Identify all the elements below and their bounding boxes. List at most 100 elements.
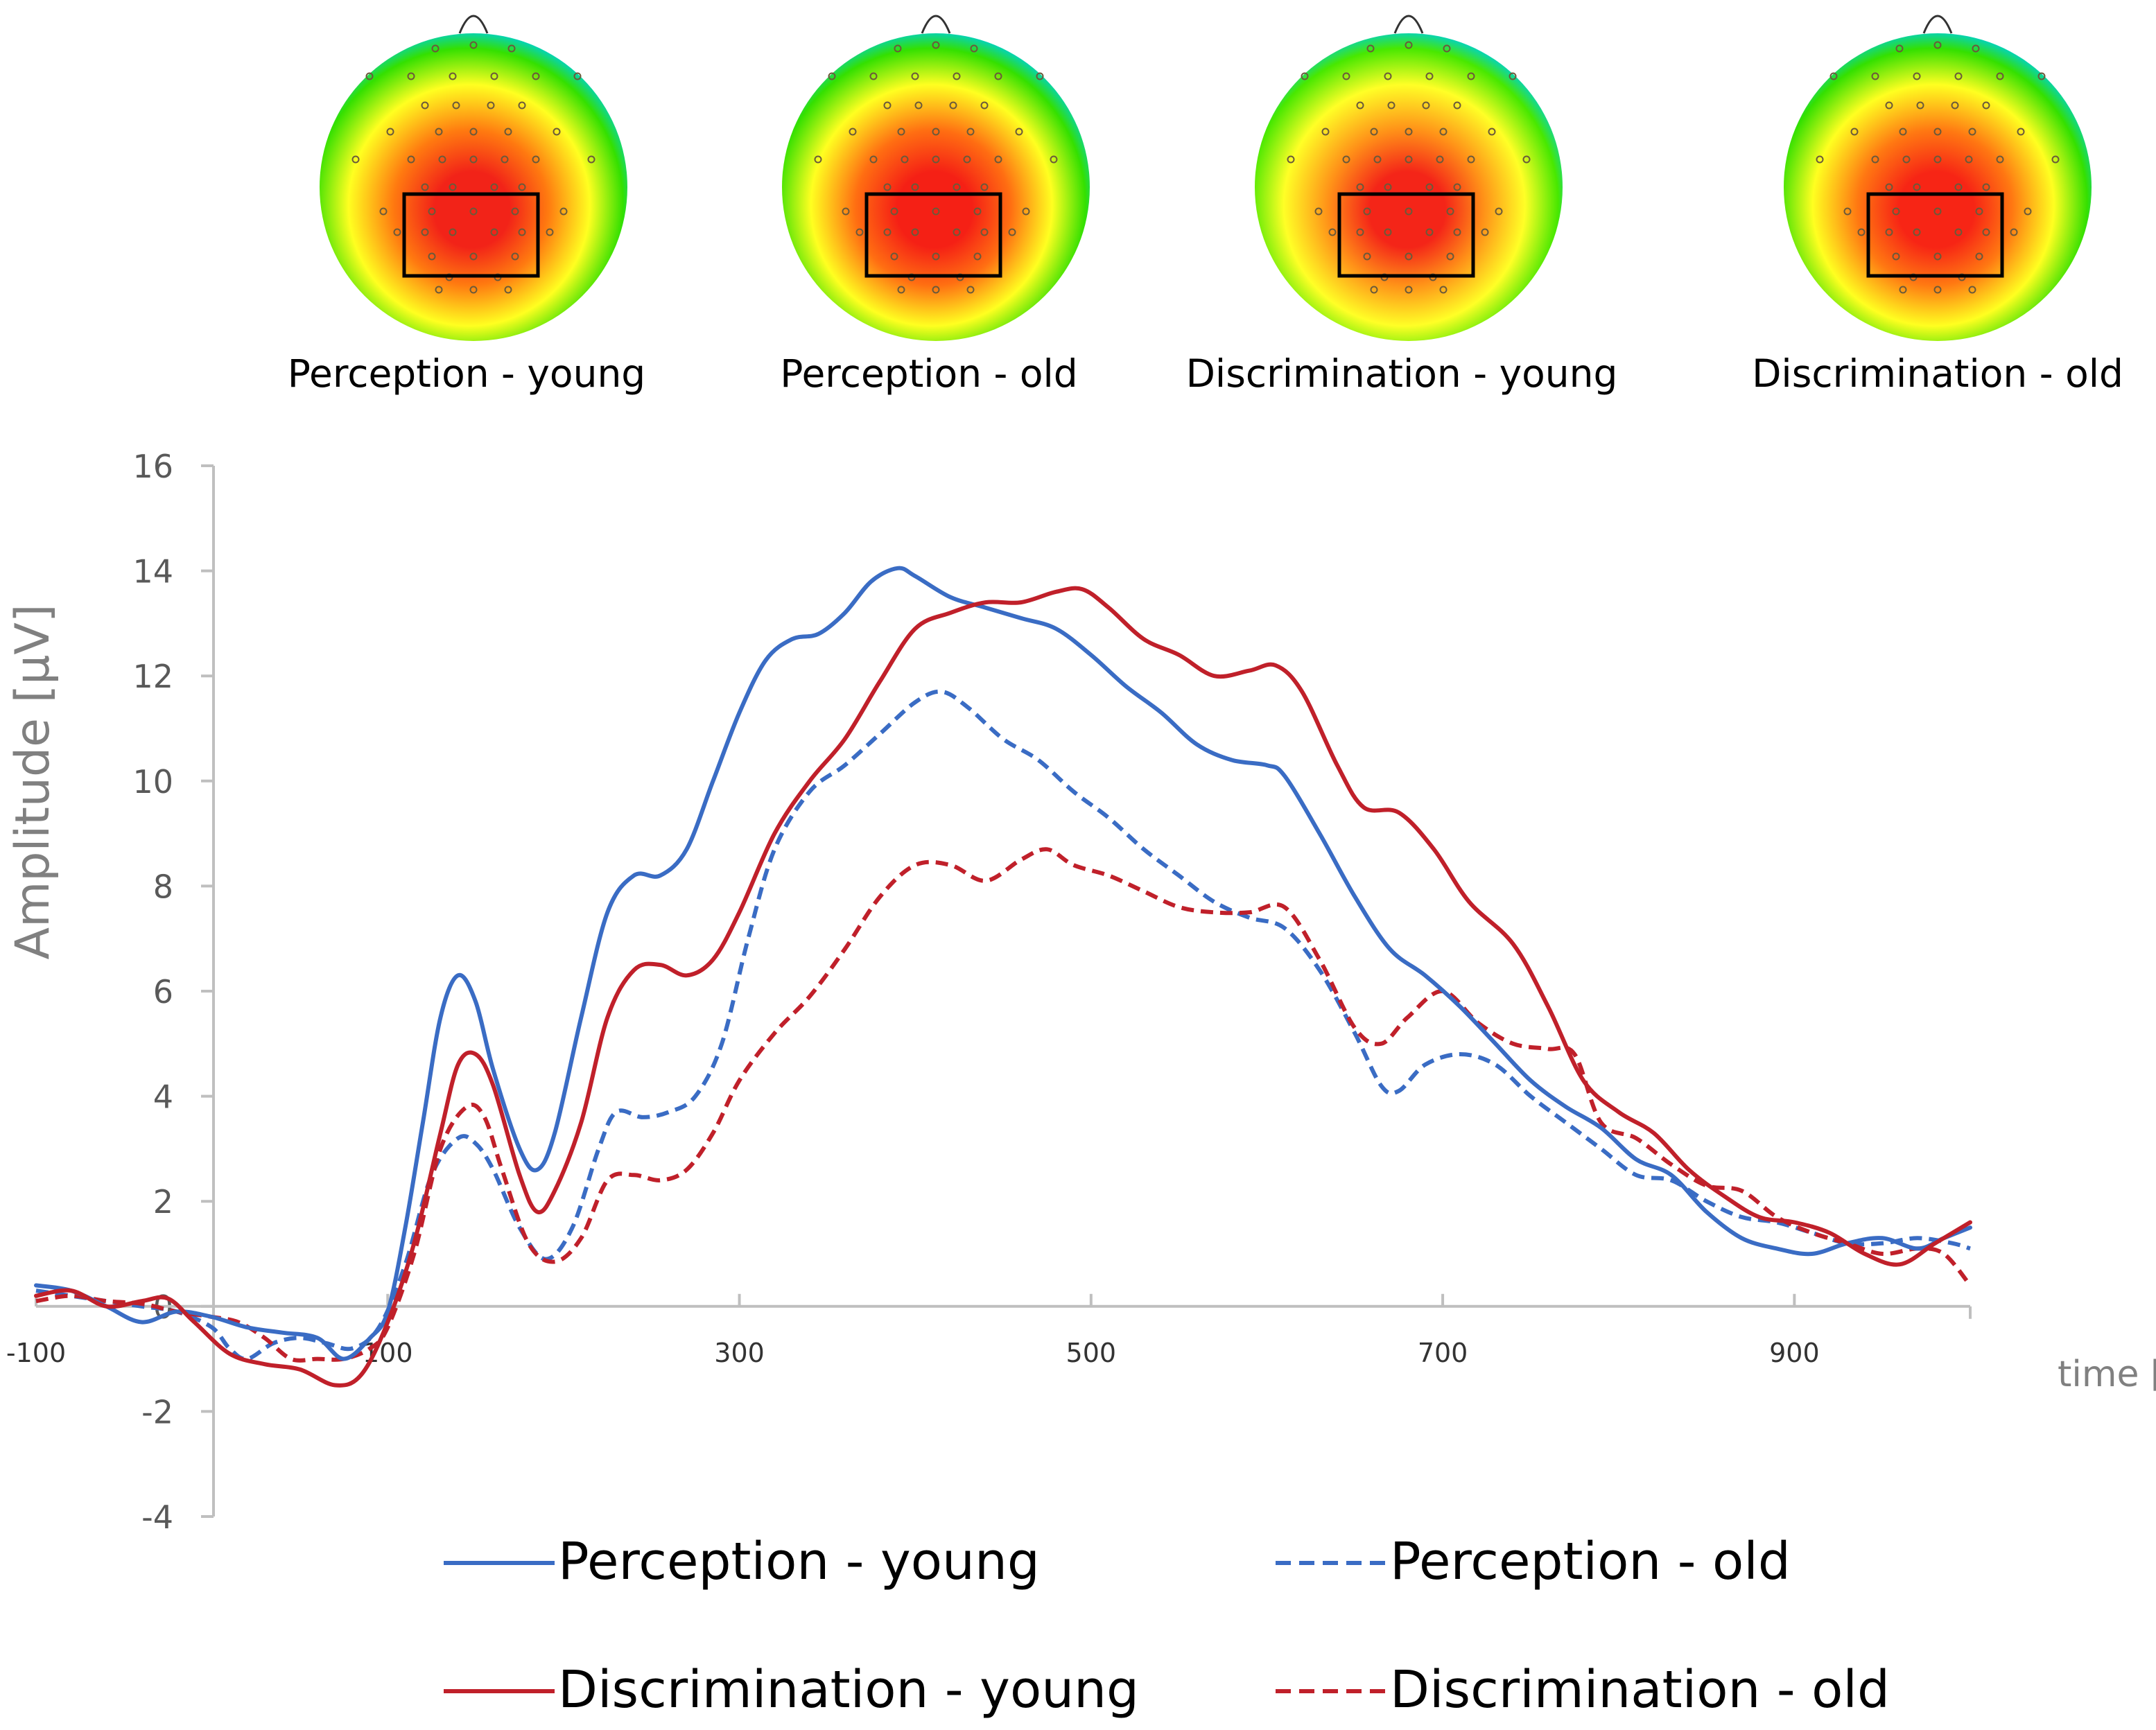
electrode-marker bbox=[1446, 207, 1454, 216]
electrode-marker bbox=[1885, 183, 1893, 191]
topomap-label: Discrimination - young bbox=[1186, 351, 1618, 396]
x-tick-label: 900 bbox=[1769, 1338, 1820, 1368]
electrode-marker bbox=[1422, 101, 1430, 110]
electrode-marker bbox=[1050, 155, 1058, 164]
electrode-marker bbox=[1370, 286, 1378, 294]
electrode-marker bbox=[1968, 128, 1976, 136]
electrode-marker bbox=[901, 155, 909, 164]
electrode-marker bbox=[1899, 286, 1907, 294]
electrode-marker bbox=[1363, 252, 1371, 261]
electrode-grid bbox=[1287, 41, 1531, 294]
electrode-marker bbox=[1384, 228, 1392, 236]
topomap-discrimination-young: Discrimination - young bbox=[1186, 15, 1618, 396]
electrode-marker bbox=[1488, 128, 1496, 136]
y-tick-label: 8 bbox=[153, 868, 173, 905]
electrode-marker bbox=[883, 228, 892, 236]
electrode-marker bbox=[1899, 128, 1907, 136]
electrode-marker bbox=[428, 207, 436, 216]
electrode-marker bbox=[469, 286, 478, 294]
electrode-marker bbox=[1373, 155, 1382, 164]
electrode-marker bbox=[1425, 228, 1434, 236]
electrode-marker bbox=[469, 155, 478, 164]
electrode-marker bbox=[932, 207, 940, 216]
electrode-marker bbox=[1036, 72, 1044, 80]
electrode-marker bbox=[1954, 183, 1963, 191]
electrode-marker bbox=[1982, 228, 1990, 236]
head-scalp-map bbox=[1784, 33, 2092, 341]
legend: Perception - young Perception - old Disc… bbox=[444, 1532, 1890, 1720]
electrode-marker bbox=[869, 155, 878, 164]
electrode-marker bbox=[1446, 252, 1454, 261]
series-line-perception-young bbox=[34, 566, 1972, 1361]
electrode-marker bbox=[1916, 101, 1924, 110]
y-tick-label: 4 bbox=[153, 1078, 173, 1116]
electrode-marker bbox=[1509, 72, 1517, 80]
electrode-grid bbox=[351, 41, 595, 294]
electrode-marker bbox=[1425, 72, 1434, 80]
electrode-marker bbox=[1384, 183, 1392, 191]
nose-outline bbox=[1393, 15, 1424, 34]
electrode-marker bbox=[490, 228, 498, 236]
electrode-marker bbox=[407, 72, 415, 80]
electrode-marker bbox=[1022, 207, 1030, 216]
electrode-marker bbox=[449, 72, 457, 80]
legend-entry-perception-young: Perception - young bbox=[444, 1532, 1040, 1591]
electrode-marker bbox=[966, 128, 975, 136]
electrode-marker bbox=[1885, 101, 1893, 110]
electrode-marker bbox=[932, 41, 940, 49]
roi-box bbox=[402, 192, 540, 278]
electrode-marker bbox=[1968, 286, 1976, 294]
legend-entry-perception-old: Perception - old bbox=[1276, 1532, 1791, 1591]
electrode-marker bbox=[1436, 155, 1444, 164]
electrode-marker bbox=[393, 228, 401, 236]
electrode-marker bbox=[1453, 101, 1461, 110]
electrode-marker bbox=[814, 155, 822, 164]
electrode-marker bbox=[1356, 183, 1364, 191]
electrode-marker bbox=[966, 286, 975, 294]
electrode-marker bbox=[973, 207, 982, 216]
head-scalp-map bbox=[1255, 33, 1563, 341]
electrode-marker bbox=[890, 207, 898, 216]
electrode-marker bbox=[1356, 228, 1364, 236]
electrode-marker bbox=[469, 207, 478, 216]
electrode-marker bbox=[1982, 101, 1990, 110]
electrode-marker bbox=[1982, 183, 1990, 191]
electrode-marker bbox=[883, 183, 892, 191]
electrode-marker bbox=[963, 155, 971, 164]
x-tick-label: 300 bbox=[714, 1338, 765, 1368]
topomap-label: Discrimination - old bbox=[1752, 351, 2123, 396]
electrode-marker bbox=[511, 207, 519, 216]
electrode-marker bbox=[386, 128, 394, 136]
electrode-marker bbox=[1933, 252, 1942, 261]
electrode-marker bbox=[1439, 286, 1448, 294]
electrode-marker bbox=[980, 101, 989, 110]
electrode-marker bbox=[1015, 128, 1023, 136]
electrode-marker bbox=[855, 228, 864, 236]
electrode-marker bbox=[994, 155, 1002, 164]
electrode-marker bbox=[1439, 128, 1448, 136]
electrode-marker bbox=[428, 252, 436, 261]
electrode-marker bbox=[1892, 252, 1900, 261]
electrode-marker bbox=[435, 286, 443, 294]
roi-box bbox=[864, 192, 1002, 278]
electrode-marker bbox=[911, 72, 919, 80]
head-scalp-map bbox=[782, 33, 1090, 341]
electrode-marker bbox=[1816, 155, 1824, 164]
electrode-marker bbox=[1321, 128, 1330, 136]
x-tick-label: 500 bbox=[1066, 1338, 1117, 1368]
electrode-marker bbox=[932, 155, 940, 164]
electrode-marker bbox=[970, 44, 978, 53]
electrode-marker bbox=[1356, 101, 1364, 110]
electrode-marker bbox=[1342, 72, 1350, 80]
nose-outline bbox=[921, 15, 951, 34]
electrode-marker bbox=[1387, 101, 1396, 110]
electrode-marker bbox=[587, 155, 595, 164]
nose-outline bbox=[1922, 15, 1953, 34]
electrode-marker bbox=[1913, 72, 1921, 80]
electrode-marker bbox=[511, 252, 519, 261]
electrode-marker bbox=[897, 128, 905, 136]
series-line-perception-old bbox=[35, 689, 1971, 1361]
electrode-marker bbox=[518, 183, 526, 191]
